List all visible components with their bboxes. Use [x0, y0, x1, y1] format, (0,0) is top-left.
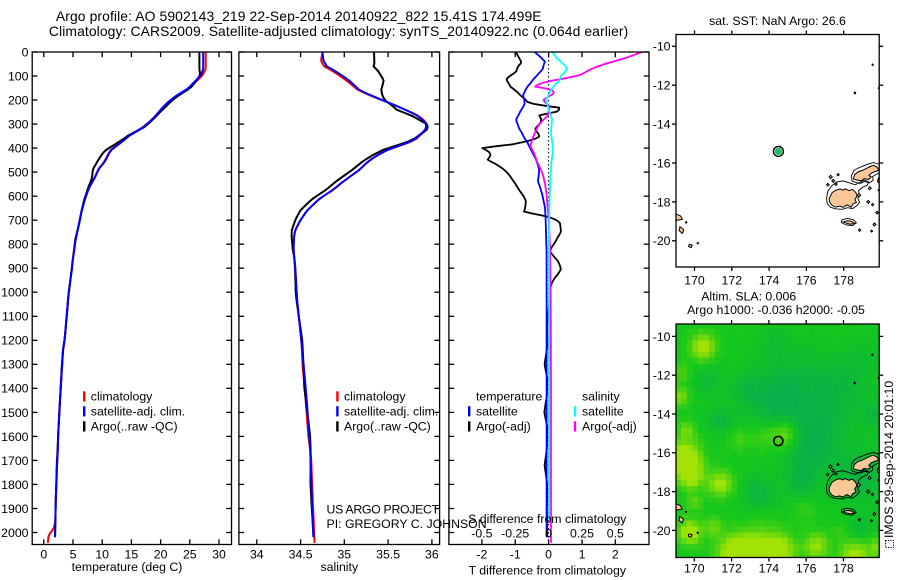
- svg-text:satellite: satellite: [582, 404, 624, 418]
- svg-text:Altim. SLA: 0.006: Altim. SLA: 0.006: [701, 290, 796, 304]
- svg-text:salinity: salinity: [321, 560, 359, 574]
- svg-text:1: 1: [579, 548, 586, 562]
- svg-text:-16: -16: [653, 446, 671, 460]
- svg-text:500: 500: [8, 166, 29, 180]
- svg-text:sat. SST: NaN Argo: 26.6: sat. SST: NaN Argo: 26.6: [709, 14, 846, 28]
- svg-text:20: 20: [154, 548, 168, 562]
- svg-text:satellite: satellite: [476, 404, 518, 418]
- svg-text:172: 172: [722, 274, 743, 288]
- svg-text:Argo(..raw -QC): Argo(..raw -QC): [91, 420, 178, 434]
- svg-text:1200: 1200: [1, 334, 29, 348]
- svg-text:2000: 2000: [1, 526, 29, 540]
- svg-text:34: 34: [250, 548, 264, 562]
- svg-text:-1: -1: [510, 548, 521, 562]
- svg-text:1100: 1100: [2, 310, 29, 324]
- svg-text:Argo profile: AO 5902143_219 2: Argo profile: AO 5902143_219 22-Sep-2014…: [56, 8, 542, 24]
- svg-text:climatology: climatology: [91, 390, 153, 404]
- svg-text:-16: -16: [653, 156, 671, 170]
- svg-text:climatology: climatology: [344, 390, 406, 404]
- svg-text:35.5: 35.5: [376, 548, 400, 562]
- svg-text:Argo(-adj): Argo(-adj): [582, 420, 637, 434]
- svg-text:satellite-adj. clim.: satellite-adj. clim.: [91, 404, 185, 418]
- svg-text:178: 178: [833, 562, 854, 576]
- svg-text:-20: -20: [653, 524, 671, 538]
- svg-text:170: 170: [684, 562, 705, 576]
- svg-text:800: 800: [8, 238, 29, 252]
- svg-text:1300: 1300: [1, 358, 29, 372]
- svg-text:10: 10: [95, 548, 109, 562]
- svg-text:0: 0: [545, 526, 552, 540]
- svg-text:-2: -2: [476, 548, 487, 562]
- svg-text:-0.5: -0.5: [471, 526, 492, 540]
- svg-text:0.5: 0.5: [607, 526, 624, 540]
- svg-text:600: 600: [8, 190, 29, 204]
- svg-text:US ARGO PROJECT: US ARGO PROJECT: [327, 503, 440, 517]
- svg-text:200: 200: [8, 94, 29, 108]
- svg-text:-0.25: -0.25: [501, 526, 529, 540]
- svg-text:satellite-adj. clim.: satellite-adj. clim.: [344, 404, 438, 418]
- svg-text:Argo(-adj): Argo(-adj): [476, 420, 531, 434]
- svg-text:0: 0: [40, 548, 47, 562]
- svg-text:0: 0: [22, 45, 29, 59]
- svg-text:temperature: temperature: [476, 390, 542, 404]
- svg-text:PI: GREGORY C. JOHNSON: PI: GREGORY C. JOHNSON: [327, 517, 487, 531]
- svg-text:temperature (deg C): temperature (deg C): [72, 560, 183, 574]
- svg-text:-12: -12: [653, 369, 671, 383]
- svg-text:-20: -20: [653, 234, 671, 248]
- svg-text:-12: -12: [653, 79, 671, 93]
- svg-text:2: 2: [612, 548, 619, 562]
- svg-text:15: 15: [125, 548, 139, 562]
- svg-text:34.5: 34.5: [289, 548, 313, 562]
- svg-text:174: 174: [759, 562, 780, 576]
- svg-text:178: 178: [833, 274, 854, 288]
- svg-text:1600: 1600: [1, 430, 29, 444]
- svg-text:1800: 1800: [1, 478, 29, 492]
- svg-text:1500: 1500: [1, 406, 29, 420]
- svg-text:0.25: 0.25: [570, 526, 594, 540]
- svg-text:30: 30: [212, 548, 226, 562]
- svg-text:700: 700: [8, 214, 29, 228]
- svg-text:-14: -14: [653, 118, 671, 132]
- svg-text:1400: 1400: [1, 382, 29, 396]
- svg-text:300: 300: [8, 118, 29, 132]
- svg-text:S difference from climatology: S difference from climatology: [468, 512, 627, 526]
- svg-text:1700: 1700: [1, 454, 29, 468]
- svg-text:400: 400: [8, 142, 29, 156]
- svg-text:176: 176: [796, 274, 817, 288]
- svg-text:170: 170: [684, 274, 705, 288]
- svg-text:-10: -10: [653, 330, 671, 344]
- svg-text:T difference from climatology: T difference from climatology: [469, 563, 627, 577]
- svg-text:36: 36: [425, 548, 439, 562]
- svg-text:25: 25: [183, 548, 197, 562]
- svg-text:900: 900: [8, 262, 29, 276]
- svg-text:1000: 1000: [1, 286, 29, 300]
- svg-text:35: 35: [337, 548, 351, 562]
- svg-text:Argo h1000: -0.036 h2000: -0.0: Argo h1000: -0.036 h2000: -0.05: [687, 303, 865, 317]
- svg-text:-10: -10: [653, 40, 671, 54]
- svg-text:0: 0: [545, 548, 552, 562]
- svg-text:Climatology: CARS2009. Satelli: Climatology: CARS2009. Satellite-adjuste…: [49, 23, 629, 39]
- svg-text:100: 100: [8, 69, 29, 83]
- svg-text:174: 174: [759, 274, 780, 288]
- svg-text:172: 172: [721, 562, 742, 576]
- svg-text:176: 176: [796, 562, 817, 576]
- svg-text:Argo(..raw -QC): Argo(..raw -QC): [344, 420, 431, 434]
- svg-text:-18: -18: [653, 195, 671, 209]
- svg-text:-14: -14: [653, 407, 671, 421]
- svg-text:1900: 1900: [1, 502, 29, 516]
- svg-text:-18: -18: [653, 485, 671, 499]
- svg-text:IMOS 29-Sep-2014 20:01:10: IMOS 29-Sep-2014 20:01:10: [882, 381, 896, 538]
- svg-text:5: 5: [70, 548, 77, 562]
- svg-text:salinity: salinity: [582, 390, 620, 404]
